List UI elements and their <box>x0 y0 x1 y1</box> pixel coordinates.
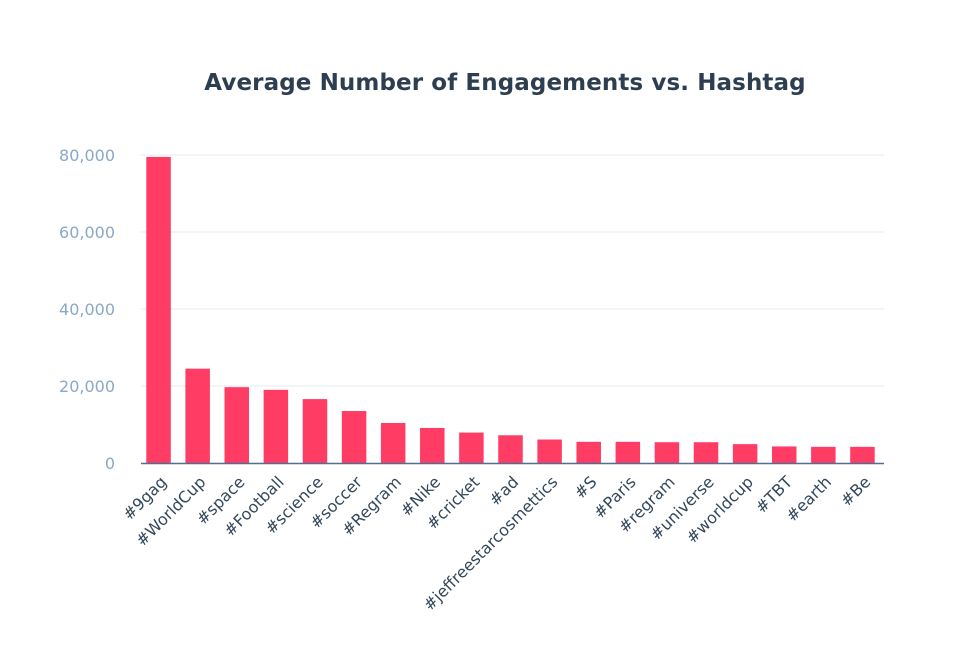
y-tick-label: 60,000 <box>59 223 115 242</box>
x-tick-label: #Be <box>837 472 875 510</box>
bar <box>459 432 484 463</box>
bar <box>654 442 680 463</box>
bar <box>850 446 875 463</box>
y-tick-label: 0 <box>105 454 115 473</box>
x-tick-label: #S <box>570 472 600 502</box>
bar <box>185 368 210 463</box>
bar <box>146 156 171 464</box>
bar <box>498 435 523 463</box>
y-tick-label: 40,000 <box>59 300 115 319</box>
bar <box>811 446 836 463</box>
bar <box>380 422 406 463</box>
y-tick-label: 20,000 <box>59 377 115 396</box>
bar <box>615 441 641 463</box>
bar <box>341 411 367 463</box>
bar <box>537 439 562 463</box>
bar <box>693 442 719 463</box>
bar <box>576 441 601 463</box>
bar <box>771 446 797 463</box>
bar <box>420 427 445 463</box>
chart-title: Average Number of Engagements vs. Hashta… <box>204 70 806 96</box>
bar <box>263 389 289 463</box>
y-tick-label: 80,000 <box>59 146 115 165</box>
bar <box>732 444 758 463</box>
bar <box>224 387 250 463</box>
bar <box>302 399 328 463</box>
